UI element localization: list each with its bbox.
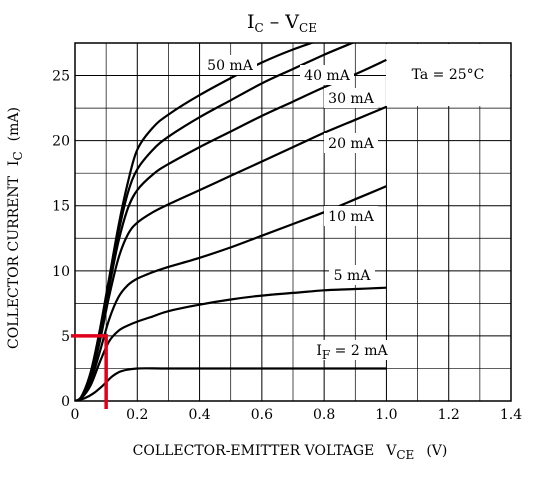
series-label: 5 mA: [334, 268, 372, 284]
y-tick-label: 25: [52, 69, 70, 85]
x-tick-label: 0: [71, 407, 80, 423]
x-tick-label: 1.4: [500, 407, 522, 423]
series-line: [75, 105, 387, 401]
x-tick-labels: 0 0.2 0.4 0.6 0.8 1.0 1.2 1.4: [71, 407, 523, 423]
y-tick-label: 5: [61, 329, 70, 345]
y-tick-labels: 0 5 10 15 20 25: [52, 69, 70, 410]
series-line: [75, 43, 315, 401]
y-tick-label: 15: [52, 199, 70, 215]
x-tick-label: 0.2: [126, 407, 148, 423]
operating-point-marker: [71, 334, 108, 409]
y-tick-label: 0: [61, 394, 70, 410]
plot-frame: [74, 42, 512, 402]
x-tick-label: 0.6: [251, 407, 273, 423]
series-label: IF = 2 mA: [316, 343, 388, 362]
condition-box: [386, 44, 510, 106]
operating-point-line: [71, 334, 108, 409]
series-label-bg: [324, 133, 378, 153]
x-tick-label: 0.4: [188, 407, 210, 423]
series-label-bg: [309, 340, 395, 360]
series-label-bg: [329, 265, 375, 285]
series-label: 10 mA: [328, 209, 375, 225]
y-tick-label: 20: [52, 134, 70, 150]
series-label-bg: [203, 55, 257, 75]
series-line: [75, 367, 387, 401]
series-label-bg: [300, 65, 354, 85]
x-tick-label: 0.8: [313, 407, 335, 423]
chart-title: IC – VCE: [247, 11, 317, 35]
series-label-bg: [324, 88, 378, 108]
series-labels: 50 mA 40 mA 30 mA 20 mA 10 mA 5 mA IF = 2 mA: [203, 55, 395, 362]
condition-label: Ta = 25°C: [412, 67, 485, 83]
series-line: [75, 185, 387, 401]
x-tick-label: 1.2: [438, 407, 460, 423]
series-label: 30 mA: [328, 91, 375, 107]
series-label: 20 mA: [328, 136, 375, 152]
x-tick-label: 1.0: [375, 407, 397, 423]
x-axis-title: COLLECTOR-EMITTER VOLTAGE VCE (V): [133, 443, 448, 462]
y-axis-title: COLLECTOR CURRENTIC(mA): [6, 107, 25, 349]
series-label: 50 mA: [207, 58, 254, 74]
series-line: [75, 286, 387, 401]
curves: [75, 43, 387, 401]
series-label: 40 mA: [304, 68, 351, 84]
y-tick-label: 10: [52, 264, 70, 280]
series-label-bg: [324, 206, 378, 226]
